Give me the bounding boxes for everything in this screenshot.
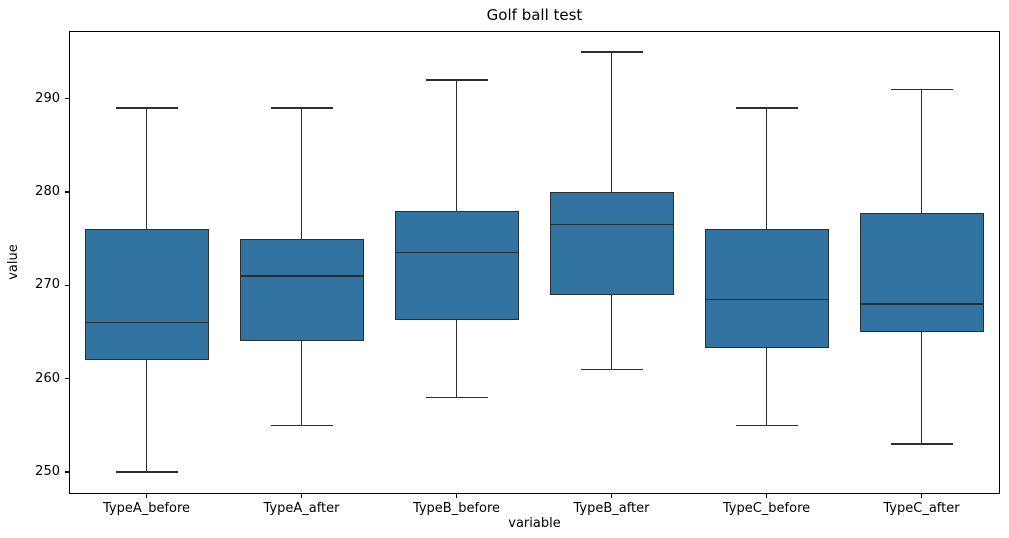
upper-whisker-line xyxy=(455,80,458,211)
x-tick-mark xyxy=(765,494,768,498)
y-tick-mark xyxy=(65,471,69,473)
upper-whisker-cap xyxy=(580,51,643,53)
x-tick-label: TypeA_before xyxy=(102,501,191,516)
median-line xyxy=(704,298,829,300)
plot-area xyxy=(69,31,1000,494)
x-tick-label: TypeB_after xyxy=(573,501,650,516)
lower-whisker-cap xyxy=(425,396,488,398)
lower-whisker-cap xyxy=(735,424,798,426)
lower-whisker-cap xyxy=(890,443,953,445)
y-tick-mark xyxy=(65,284,69,286)
lower-whisker-line xyxy=(765,348,768,426)
upper-whisker-line xyxy=(145,108,148,230)
upper-whisker-line xyxy=(610,52,613,192)
box-rect xyxy=(704,229,829,349)
lower-whisker-line xyxy=(920,332,923,444)
x-tick-mark xyxy=(455,494,458,498)
box-rect xyxy=(239,238,364,342)
upper-whisker-cap xyxy=(270,107,333,109)
x-tick-mark xyxy=(300,494,303,498)
median-line xyxy=(84,322,209,324)
box-rect xyxy=(394,210,519,321)
x-tick-mark xyxy=(145,494,148,498)
y-tick-mark xyxy=(65,378,69,380)
lower-whisker-cap xyxy=(115,471,178,473)
box-rect xyxy=(549,192,674,295)
lower-whisker-line xyxy=(455,320,458,398)
y-tick-label: 290 xyxy=(35,90,60,106)
lower-whisker-line xyxy=(145,360,148,472)
upper-whisker-cap xyxy=(115,107,178,109)
median-line xyxy=(549,224,674,226)
median-line xyxy=(239,275,364,277)
y-tick-label: 270 xyxy=(35,277,60,293)
median-line xyxy=(394,252,519,254)
x-tick-label: TypeB_before xyxy=(412,501,501,516)
y-tick-label: 260 xyxy=(35,370,60,386)
y-tick-mark xyxy=(65,98,69,100)
box-rect xyxy=(859,213,984,332)
y-tick-mark xyxy=(65,191,69,193)
chart-title: Golf ball test xyxy=(486,6,583,24)
upper-whisker-cap xyxy=(890,88,953,90)
upper-whisker-cap xyxy=(735,107,798,109)
lower-whisker-line xyxy=(300,341,303,426)
upper-whisker-cap xyxy=(425,79,488,81)
median-line xyxy=(859,303,984,305)
x-axis-label: variable xyxy=(508,516,561,531)
lower-whisker-cap xyxy=(270,424,333,426)
y-tick-label: 280 xyxy=(35,184,60,199)
upper-whisker-line xyxy=(920,89,923,213)
x-tick-mark xyxy=(920,494,923,498)
upper-whisker-line xyxy=(765,108,768,230)
lower-whisker-line xyxy=(610,294,613,370)
x-tick-label: TypeC_after xyxy=(883,501,960,516)
lower-whisker-cap xyxy=(580,368,643,370)
x-tick-label: TypeA_after xyxy=(263,501,340,516)
y-tick-label: 250 xyxy=(35,464,60,479)
box-rect xyxy=(84,229,209,360)
x-tick-mark xyxy=(610,494,613,498)
upper-whisker-line xyxy=(300,108,303,239)
x-tick-label: TypeC_before xyxy=(722,501,811,516)
